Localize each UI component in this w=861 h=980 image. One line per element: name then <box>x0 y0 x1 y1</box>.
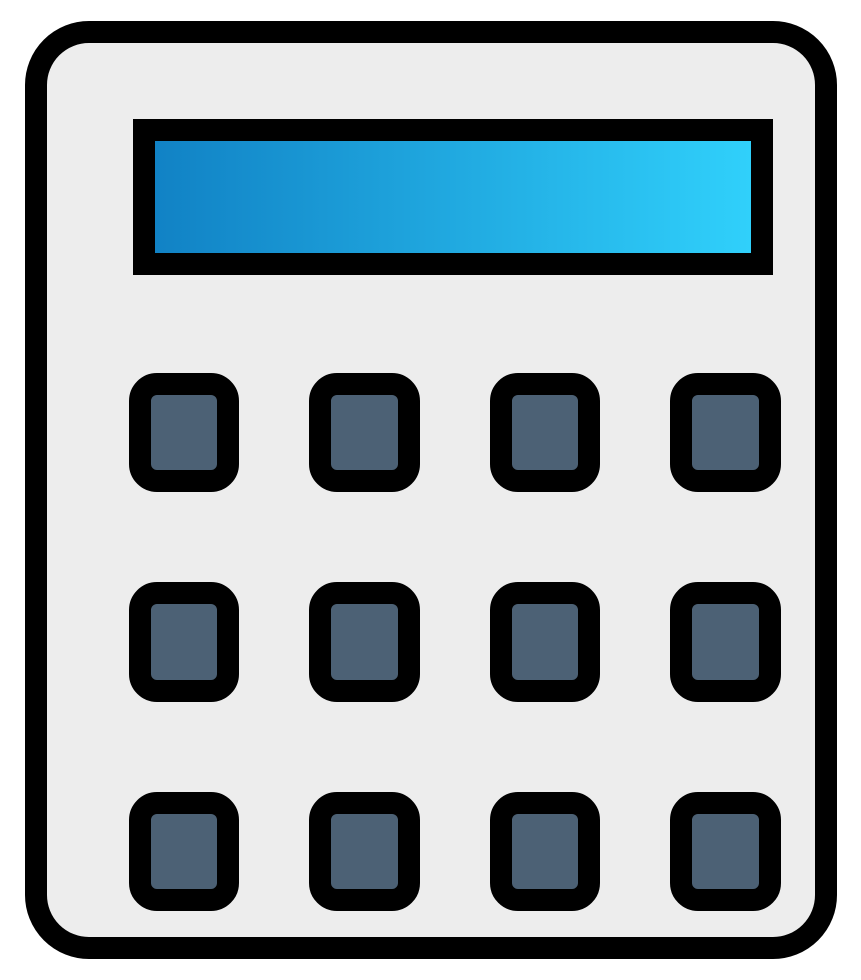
calculator-display <box>133 119 773 275</box>
calculator-icon <box>25 21 837 959</box>
calculator-key <box>670 373 781 492</box>
calculator-key <box>309 792 420 911</box>
calculator-key <box>670 792 781 911</box>
calculator-key <box>129 792 240 911</box>
calculator-key <box>490 582 601 701</box>
calculator-key <box>309 373 420 492</box>
calculator-key <box>129 373 240 492</box>
calculator-key <box>490 792 601 911</box>
calculator-key <box>129 582 240 701</box>
calculator-key <box>309 582 420 701</box>
calculator-key <box>670 582 781 701</box>
calculator-key <box>490 373 601 492</box>
calculator-keypad <box>129 373 781 911</box>
